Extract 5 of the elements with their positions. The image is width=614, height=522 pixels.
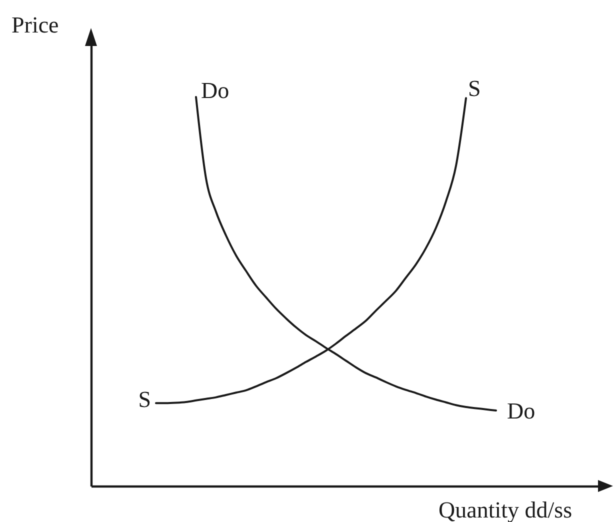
- series-label: Do: [201, 78, 230, 104]
- text: S: [138, 387, 151, 412]
- text: Do: [507, 398, 536, 424]
- series-label: S: [468, 76, 481, 102]
- y-axis-title: Price: [12, 12, 59, 38]
